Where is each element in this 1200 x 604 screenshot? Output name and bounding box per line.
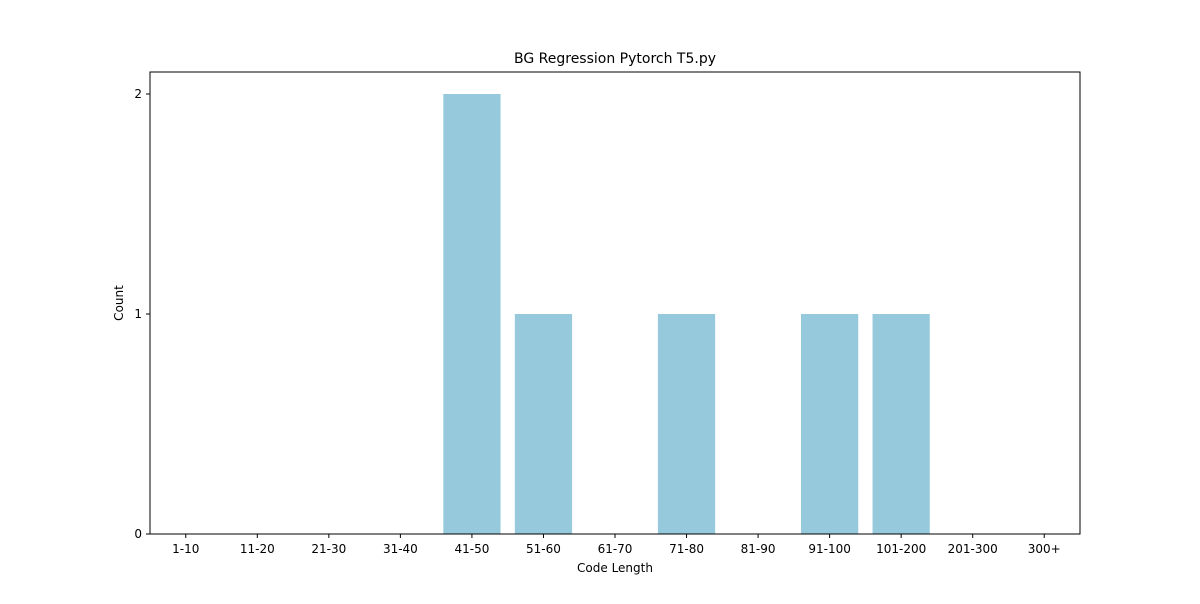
chart-title: BG Regression Pytorch T5.py <box>514 51 716 67</box>
x-tick-label: 61-70 <box>598 542 633 556</box>
y-axis-ticks: 0 1 2 <box>134 87 150 541</box>
bar-51-60 <box>514 314 573 534</box>
x-tick-label: 300+ <box>1028 542 1061 556</box>
x-tick-label: 41-50 <box>454 542 489 556</box>
x-tick-label: 81-90 <box>741 542 776 556</box>
y-tick-label: 2 <box>134 87 142 101</box>
bar-71-80 <box>657 314 716 534</box>
x-tick-label: 21-30 <box>311 542 346 556</box>
y-tick-label: 0 <box>134 527 142 541</box>
bar-101-200 <box>872 314 930 534</box>
x-tick-label: 11-20 <box>240 542 275 556</box>
y-axis-label: Count <box>112 285 126 321</box>
bar-91-100 <box>801 314 859 534</box>
x-tick-label: 51-60 <box>526 542 561 556</box>
x-tick-label: 71-80 <box>669 542 704 556</box>
x-tick-label: 1-10 <box>172 542 199 556</box>
x-axis-ticks: 1-10 11-20 21-30 31-40 41-50 51-60 61-70 71-80 8… <box>172 534 1061 556</box>
y-tick-label: 1 <box>134 307 142 321</box>
x-tick-label: 31-40 <box>383 542 418 556</box>
x-axis-label: Code Length <box>577 561 653 575</box>
bars <box>443 94 930 534</box>
bar-41-50 <box>443 94 501 534</box>
x-tick-label: 201-300 <box>948 542 998 556</box>
x-tick-label: 91-100 <box>808 542 851 556</box>
x-tick-label: 101-200 <box>876 542 926 556</box>
